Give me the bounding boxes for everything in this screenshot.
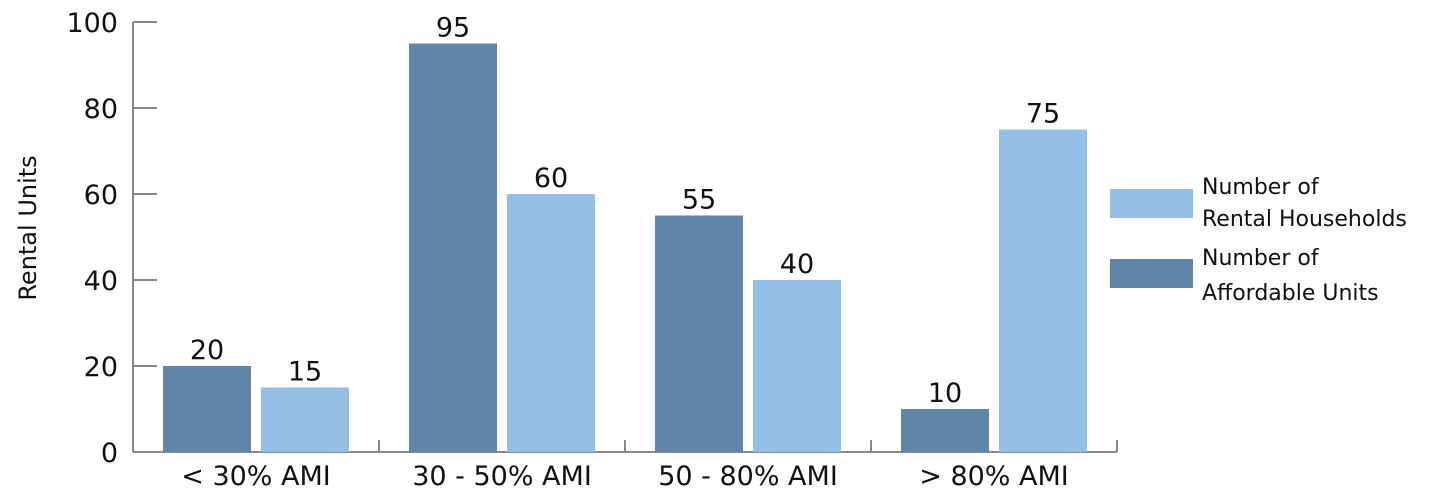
legend-label-line: Rental Households	[1202, 207, 1407, 232]
y-tick-label: 100	[66, 8, 118, 39]
y-tick-label: 0	[101, 438, 118, 469]
bar	[507, 194, 595, 452]
legend: Number of Rental Households Number of Affor…	[1110, 175, 1407, 306]
bar-value-label: 75	[1026, 99, 1060, 130]
legend-swatch	[1110, 189, 1193, 218]
data-labels: 20 15 95 60 55 40 10 75	[190, 13, 1060, 410]
bar-value-label: 55	[682, 185, 716, 216]
y-tick-label: 60	[84, 180, 118, 211]
bar-value-label: 10	[928, 378, 962, 409]
legend-item: Number of Affordable Units	[1110, 246, 1379, 306]
bar	[409, 43, 497, 452]
bar	[655, 215, 743, 452]
bar	[163, 366, 251, 452]
y-tick-label: 40	[84, 266, 118, 297]
bar-value-label: 40	[780, 249, 814, 280]
bar-value-label: 95	[436, 13, 470, 44]
legend-swatch	[1110, 259, 1193, 288]
bar	[901, 409, 989, 452]
bar-value-label: 20	[190, 335, 224, 366]
x-tick-label: 30 - 50% AMI	[412, 461, 592, 491]
bar	[261, 387, 349, 452]
x-tick-label: < 30% AMI	[181, 461, 331, 491]
legend-label-line: Affordable Units	[1202, 281, 1379, 306]
y-tick-label: 20	[84, 352, 118, 383]
legend-label-line: Number of	[1202, 246, 1320, 271]
x-tick-label: 50 - 80% AMI	[658, 461, 838, 491]
bar-value-label: 60	[534, 163, 568, 194]
axes: 0 20 40 60 80 100 < 30% AMI 30 - 50% AMI 50 - 80…	[66, 8, 1118, 492]
y-axis-title: Rental Units	[14, 155, 42, 300]
bar	[753, 280, 841, 452]
x-tick-label: > 80% AMI	[919, 461, 1069, 491]
bars	[163, 43, 1087, 452]
legend-label-line: Number of	[1202, 175, 1320, 200]
legend-item: Number of Rental Households	[1110, 175, 1407, 232]
bar	[999, 129, 1087, 452]
y-tick-label: 80	[84, 94, 118, 125]
bar-value-label: 15	[288, 357, 322, 388]
